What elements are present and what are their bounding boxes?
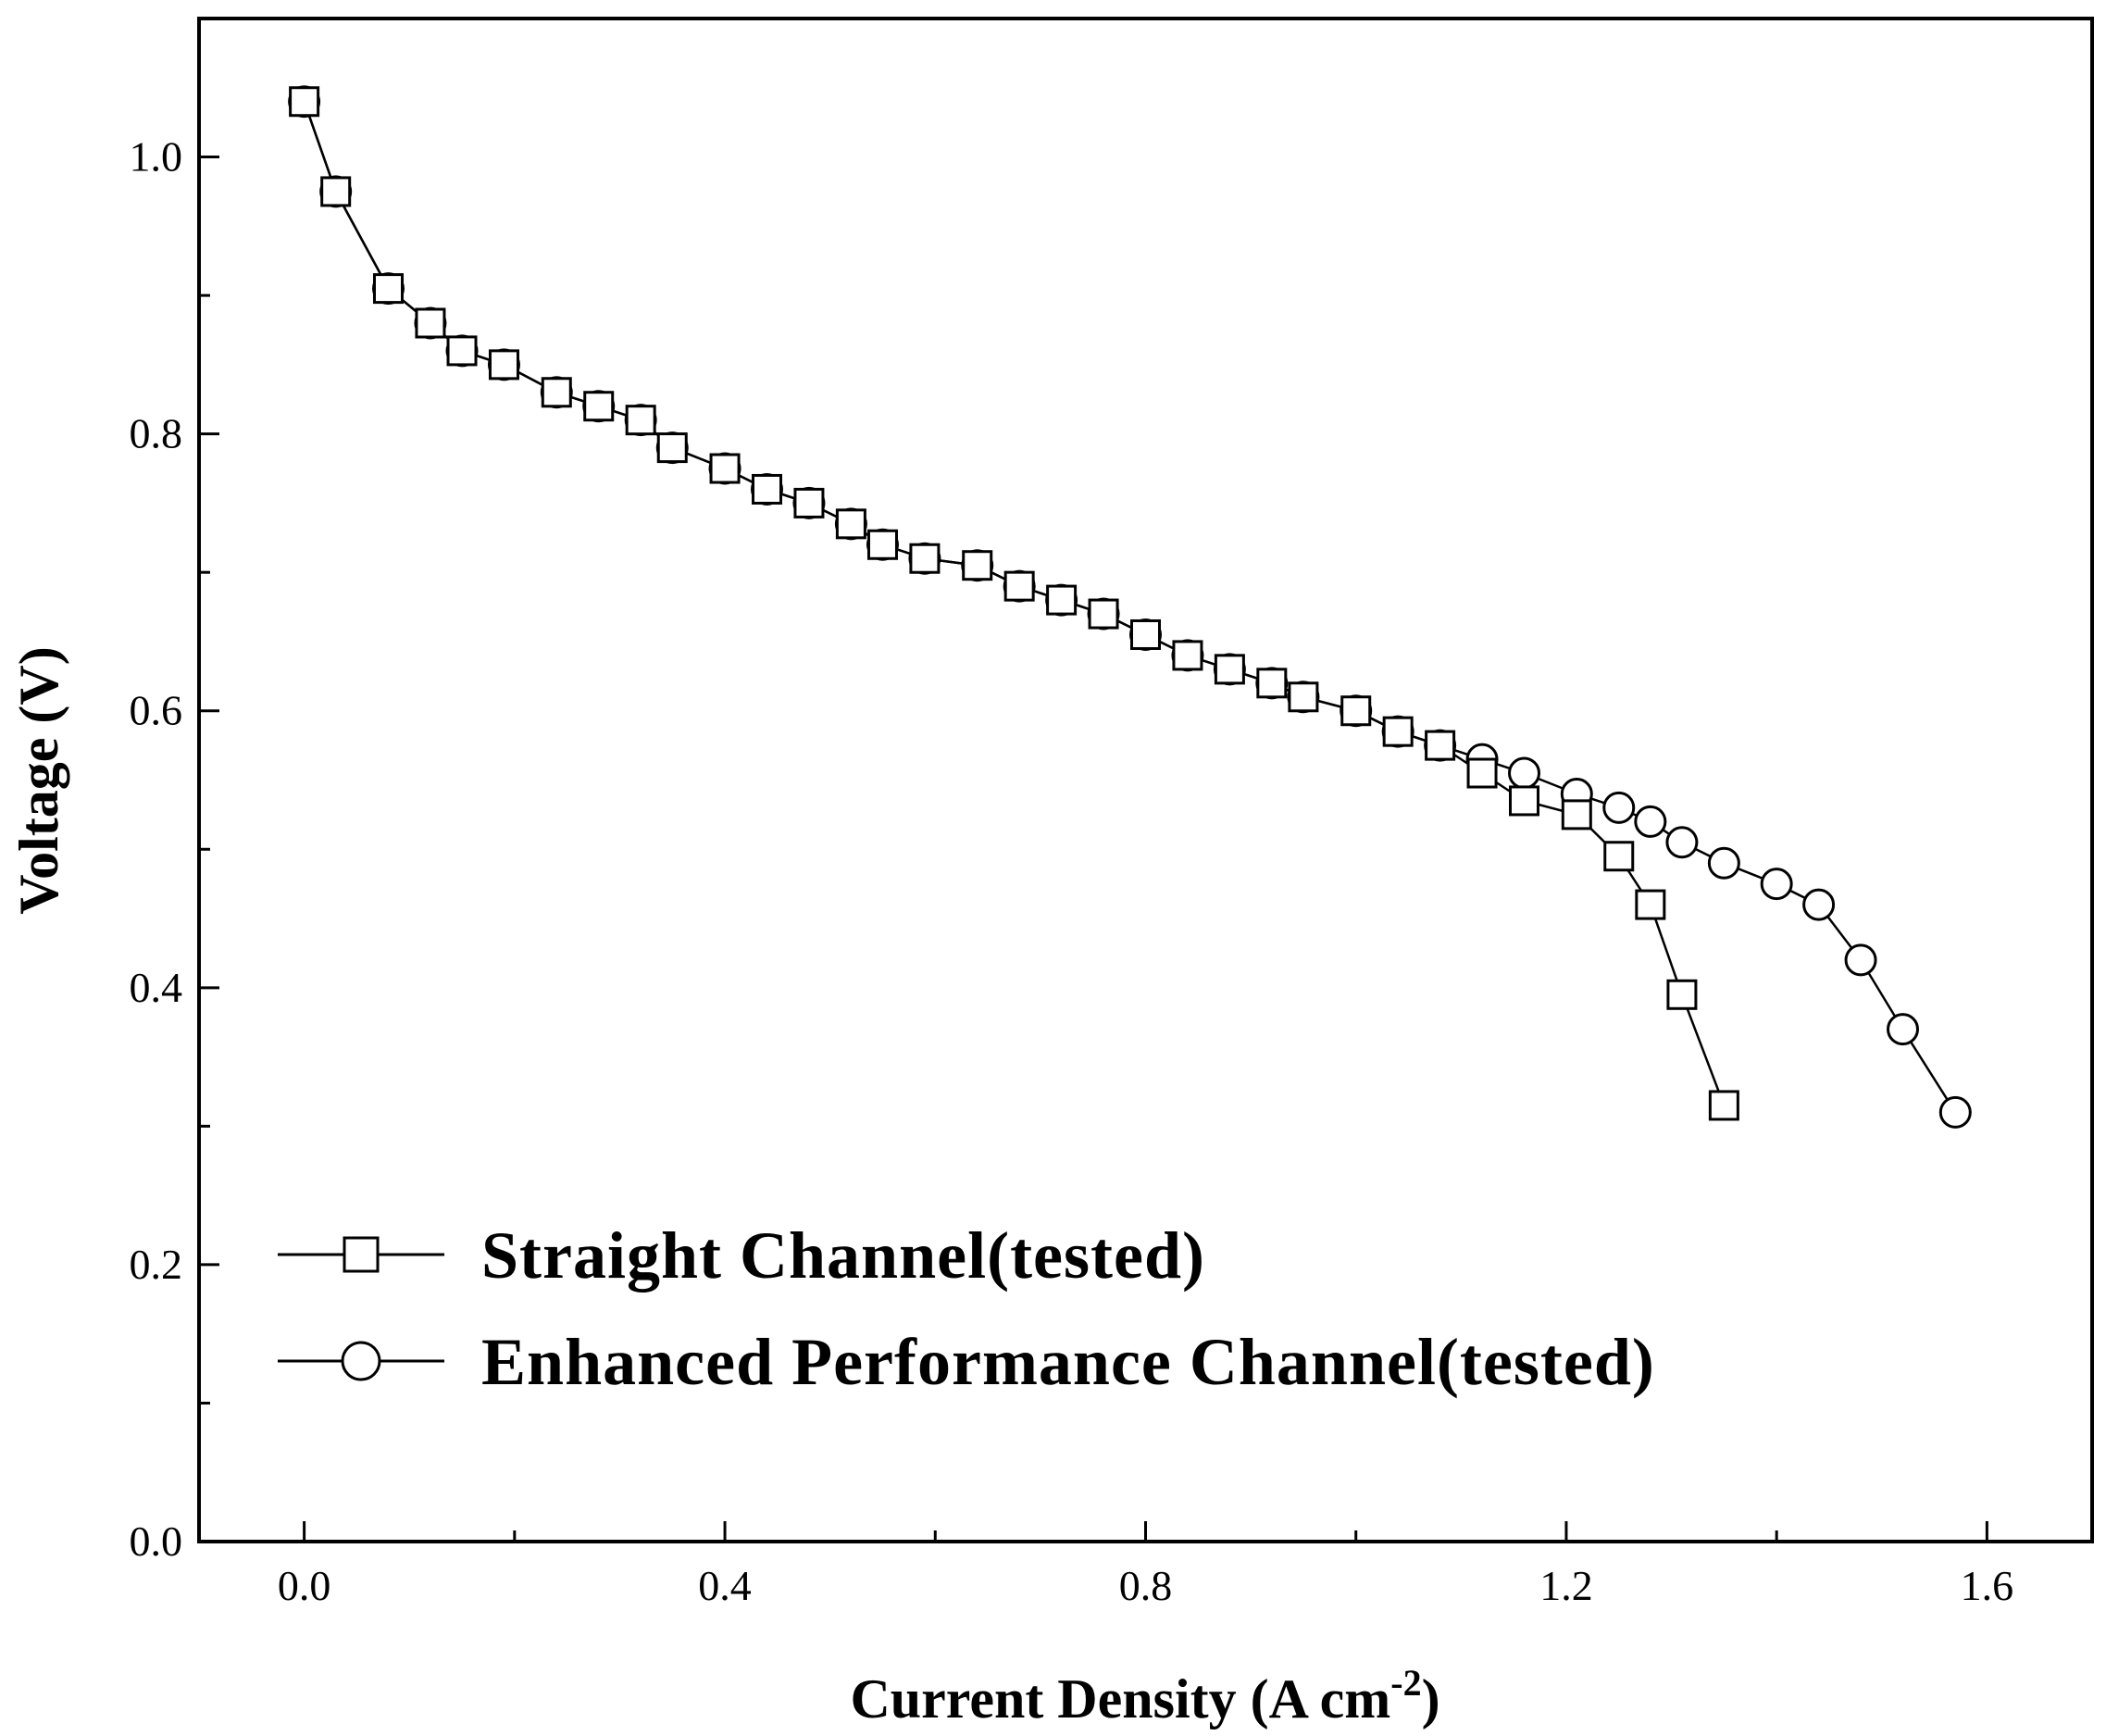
legend-marker-circle: [341, 1341, 381, 1381]
data-point-enhanced: [1665, 826, 1699, 859]
legend: Straight Channel(tested) Enhanced Perfor…: [278, 1218, 1655, 1399]
data-point-straight: [1256, 668, 1288, 699]
y-tick-label: 0.8: [130, 410, 183, 457]
data-point-straight: [1046, 584, 1078, 616]
data-point-enhanced: [1508, 756, 1540, 790]
x-axis-title-close: ): [1422, 1668, 1440, 1730]
x-axis-title-main: Current Density (A cm: [850, 1668, 1390, 1730]
data-point-straight: [1130, 618, 1161, 650]
data-point-straight: [962, 550, 993, 581]
data-point-enhanced: [1602, 791, 1636, 824]
data-point-straight: [446, 335, 478, 367]
legend-label-straight: Straight Channel(tested): [481, 1218, 1205, 1293]
y-tick-label: 0.6: [130, 687, 183, 734]
data-point-straight: [1088, 598, 1119, 630]
data-point-straight: [373, 273, 404, 305]
data-point-straight: [625, 405, 656, 436]
data-point-straight: [1425, 730, 1456, 761]
data-point-straight: [866, 529, 898, 560]
data-point-straight: [1666, 979, 1698, 1010]
data-point-straight: [656, 432, 688, 464]
y-axis-title: Voltage (V): [8, 646, 69, 914]
legend-background: [231, 1176, 1907, 1417]
legend-marker-square: [343, 1236, 380, 1273]
x-tick-label: 0.4: [698, 1562, 752, 1609]
data-point-straight: [289, 86, 320, 118]
data-point-straight: [1635, 889, 1666, 920]
data-point-straight: [583, 391, 615, 422]
x-tick-label: 1.6: [1961, 1562, 2014, 1609]
x-axis-title: Current Density (A cm-2): [850, 1662, 1439, 1730]
data-point-straight: [541, 377, 572, 408]
y-tick-label: 1.0: [130, 133, 183, 181]
data-point-enhanced: [1760, 868, 1793, 901]
data-point-enhanced: [1887, 1013, 1919, 1046]
data-point-straight: [1509, 785, 1539, 817]
data-point-straight: [320, 176, 352, 207]
data-point-enhanced: [1844, 943, 1877, 977]
y-tick-label: 0.0: [130, 1517, 183, 1565]
legend-label-enhanced: Enhanced Performance Channel(tested): [481, 1325, 1655, 1399]
data-point-straight: [1382, 716, 1414, 747]
data-point-straight: [1603, 841, 1635, 872]
data-point-straight: [1003, 570, 1035, 602]
y-tick-label: 0.2: [130, 1241, 183, 1288]
data-point-straight: [835, 508, 866, 540]
data-point-straight: [1288, 681, 1319, 713]
data-point-straight: [793, 487, 825, 518]
data-point-straight: [1561, 799, 1592, 831]
data-point-straight: [909, 543, 941, 574]
x-tick-label: 1.2: [1539, 1562, 1593, 1609]
data-point-straight: [1708, 1090, 1739, 1121]
series-layer: [288, 85, 1972, 1129]
data-point-straight: [709, 453, 741, 484]
data-point-enhanced: [1707, 846, 1740, 880]
data-point-enhanced: [1634, 805, 1667, 838]
data-point-enhanced: [1938, 1095, 1972, 1129]
data-point-straight: [1172, 640, 1203, 671]
data-point-straight: [415, 307, 446, 339]
x-tick-label: 0.0: [278, 1562, 331, 1609]
y-tick-label: 0.4: [130, 964, 183, 1011]
data-point-straight: [1466, 757, 1498, 789]
data-point-straight: [1214, 654, 1245, 685]
data-point-straight: [488, 349, 519, 381]
axis-ticks: 0.0 0.2 0.4 0.6 0.8 1.0 0.0 0.4 0.8 1.2 1.6: [130, 133, 2014, 1609]
data-point-enhanced: [1802, 888, 1836, 921]
data-point-straight: [752, 473, 782, 505]
x-tick-label: 0.8: [1119, 1562, 1173, 1609]
data-point-straight: [1340, 695, 1372, 727]
x-axis-title-sup: -2: [1390, 1662, 1421, 1704]
